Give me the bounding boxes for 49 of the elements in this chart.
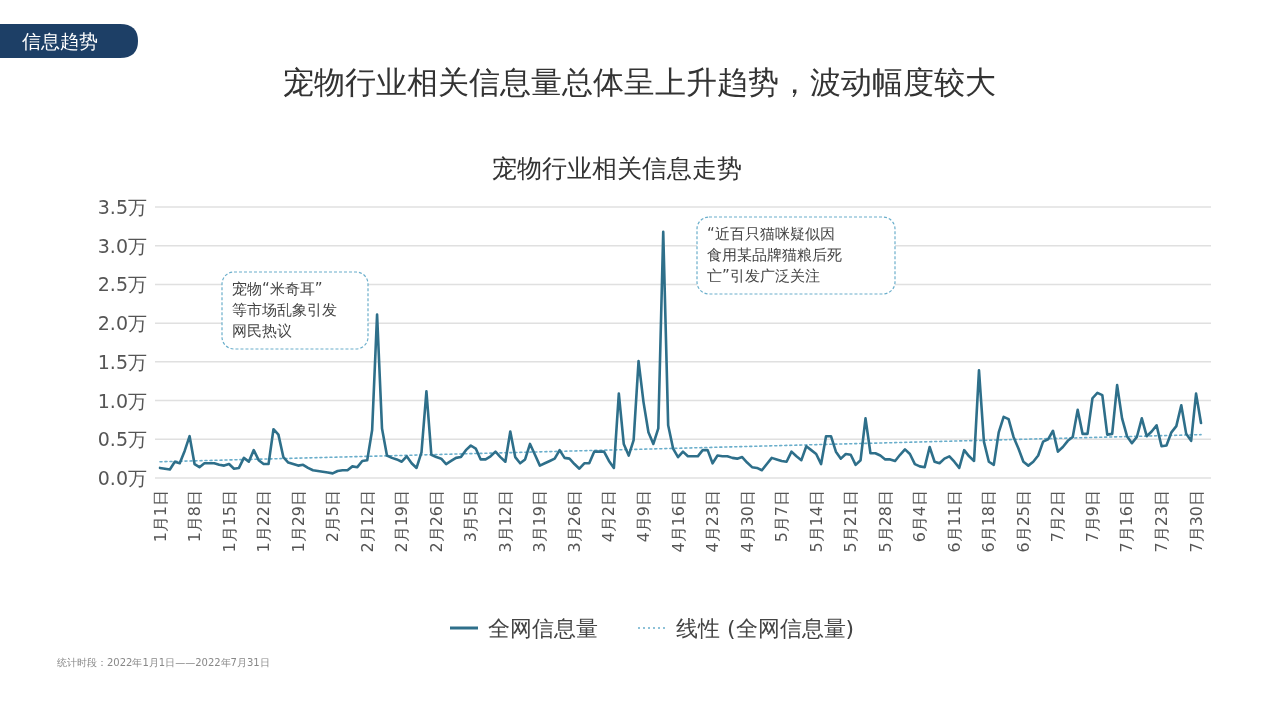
x-tick-label: 5月14日 — [806, 490, 826, 553]
annotation: 宠物“米奇耳”等市场乱象引发网民热议 — [232, 280, 337, 340]
x-tick-label: 7月30日 — [1186, 490, 1206, 553]
x-tick-label: 7月16日 — [1117, 490, 1137, 553]
x-tick-label: 6月25日 — [1013, 490, 1033, 553]
x-tick-label: 1月1日 — [150, 490, 170, 543]
x-tick-label: 3月5日 — [461, 490, 481, 543]
x-tick-label: 6月4日 — [910, 490, 930, 543]
x-tick-label: 1月15日 — [219, 490, 239, 553]
y-tick-label: 3.0万 — [97, 234, 147, 257]
x-tick-label: 4月16日 — [668, 490, 688, 553]
annotation-tag: 信息趋势 — [0, 24, 138, 58]
x-tick-label: 4月30日 — [737, 490, 757, 553]
text: 统计时段：2022年1月1日——2022年7月31日 — [57, 657, 270, 668]
y-tick-label: 1.5万 — [97, 350, 147, 373]
legend-label: 全网信息量 — [488, 615, 598, 641]
annotation: “近百只猫咪疑似因食用某品牌猫粮后死亡”引发广泛关注 — [696, 216, 896, 295]
y-tick-label: 3.5万 — [97, 196, 147, 218]
x-tick-label: 7月2日 — [1048, 490, 1068, 543]
y-tick-label: 0.5万 — [97, 428, 147, 451]
x-tick-label: 7月23日 — [1152, 490, 1172, 553]
x-tick-label: 1月8日 — [185, 490, 205, 543]
annotation: “近百只猫咪疑似因食用某品牌猫粮后死亡”引发广泛关注 — [707, 225, 842, 285]
x-tick-label: 4月9日 — [634, 490, 653, 543]
x-tick-label: 3月19日 — [530, 490, 550, 553]
x-tick-label: 2月12日 — [357, 490, 377, 553]
x-tick-label: 6月18日 — [979, 490, 999, 553]
x-tick-label: 2月5日 — [323, 490, 343, 543]
x-tick-label: 5月21日 — [841, 490, 861, 553]
y-tick-label: 2.5万 — [97, 273, 147, 296]
legend-label: 线性 (全网信息量) — [676, 615, 855, 641]
x-tick-label: 4月23日 — [703, 490, 723, 553]
y-tick-label: 0.0万 — [97, 467, 147, 489]
x-tick-label: 2月26日 — [426, 490, 446, 553]
x-tick-label: 7月9日 — [1082, 490, 1102, 543]
chart-subtitle: 宠物行业相关信息走势 — [492, 154, 742, 183]
x-tick-label: 3月12日 — [495, 490, 515, 553]
chart-title: 宠物行业相关信息量总体呈上升趋势，波动幅度较大 — [282, 64, 996, 100]
x-tick-label: 6月11日 — [944, 490, 964, 553]
x-tick-label: 1月29日 — [288, 490, 308, 553]
x-tick-label: 3月26日 — [564, 490, 584, 553]
y-tick-label: 1.0万 — [97, 389, 147, 412]
x-tick-label: 4月2日 — [599, 490, 619, 543]
x-tick-label: 1月22日 — [254, 490, 274, 553]
annotation: 宠物“米奇耳”等市场乱象引发网民热议 — [221, 271, 369, 350]
x-tick-label: 2月19日 — [392, 490, 412, 553]
y-tick-label: 2.0万 — [97, 312, 147, 335]
x-tick-label: 5月7日 — [772, 490, 792, 543]
x-tick-label: 5月28日 — [875, 490, 895, 553]
